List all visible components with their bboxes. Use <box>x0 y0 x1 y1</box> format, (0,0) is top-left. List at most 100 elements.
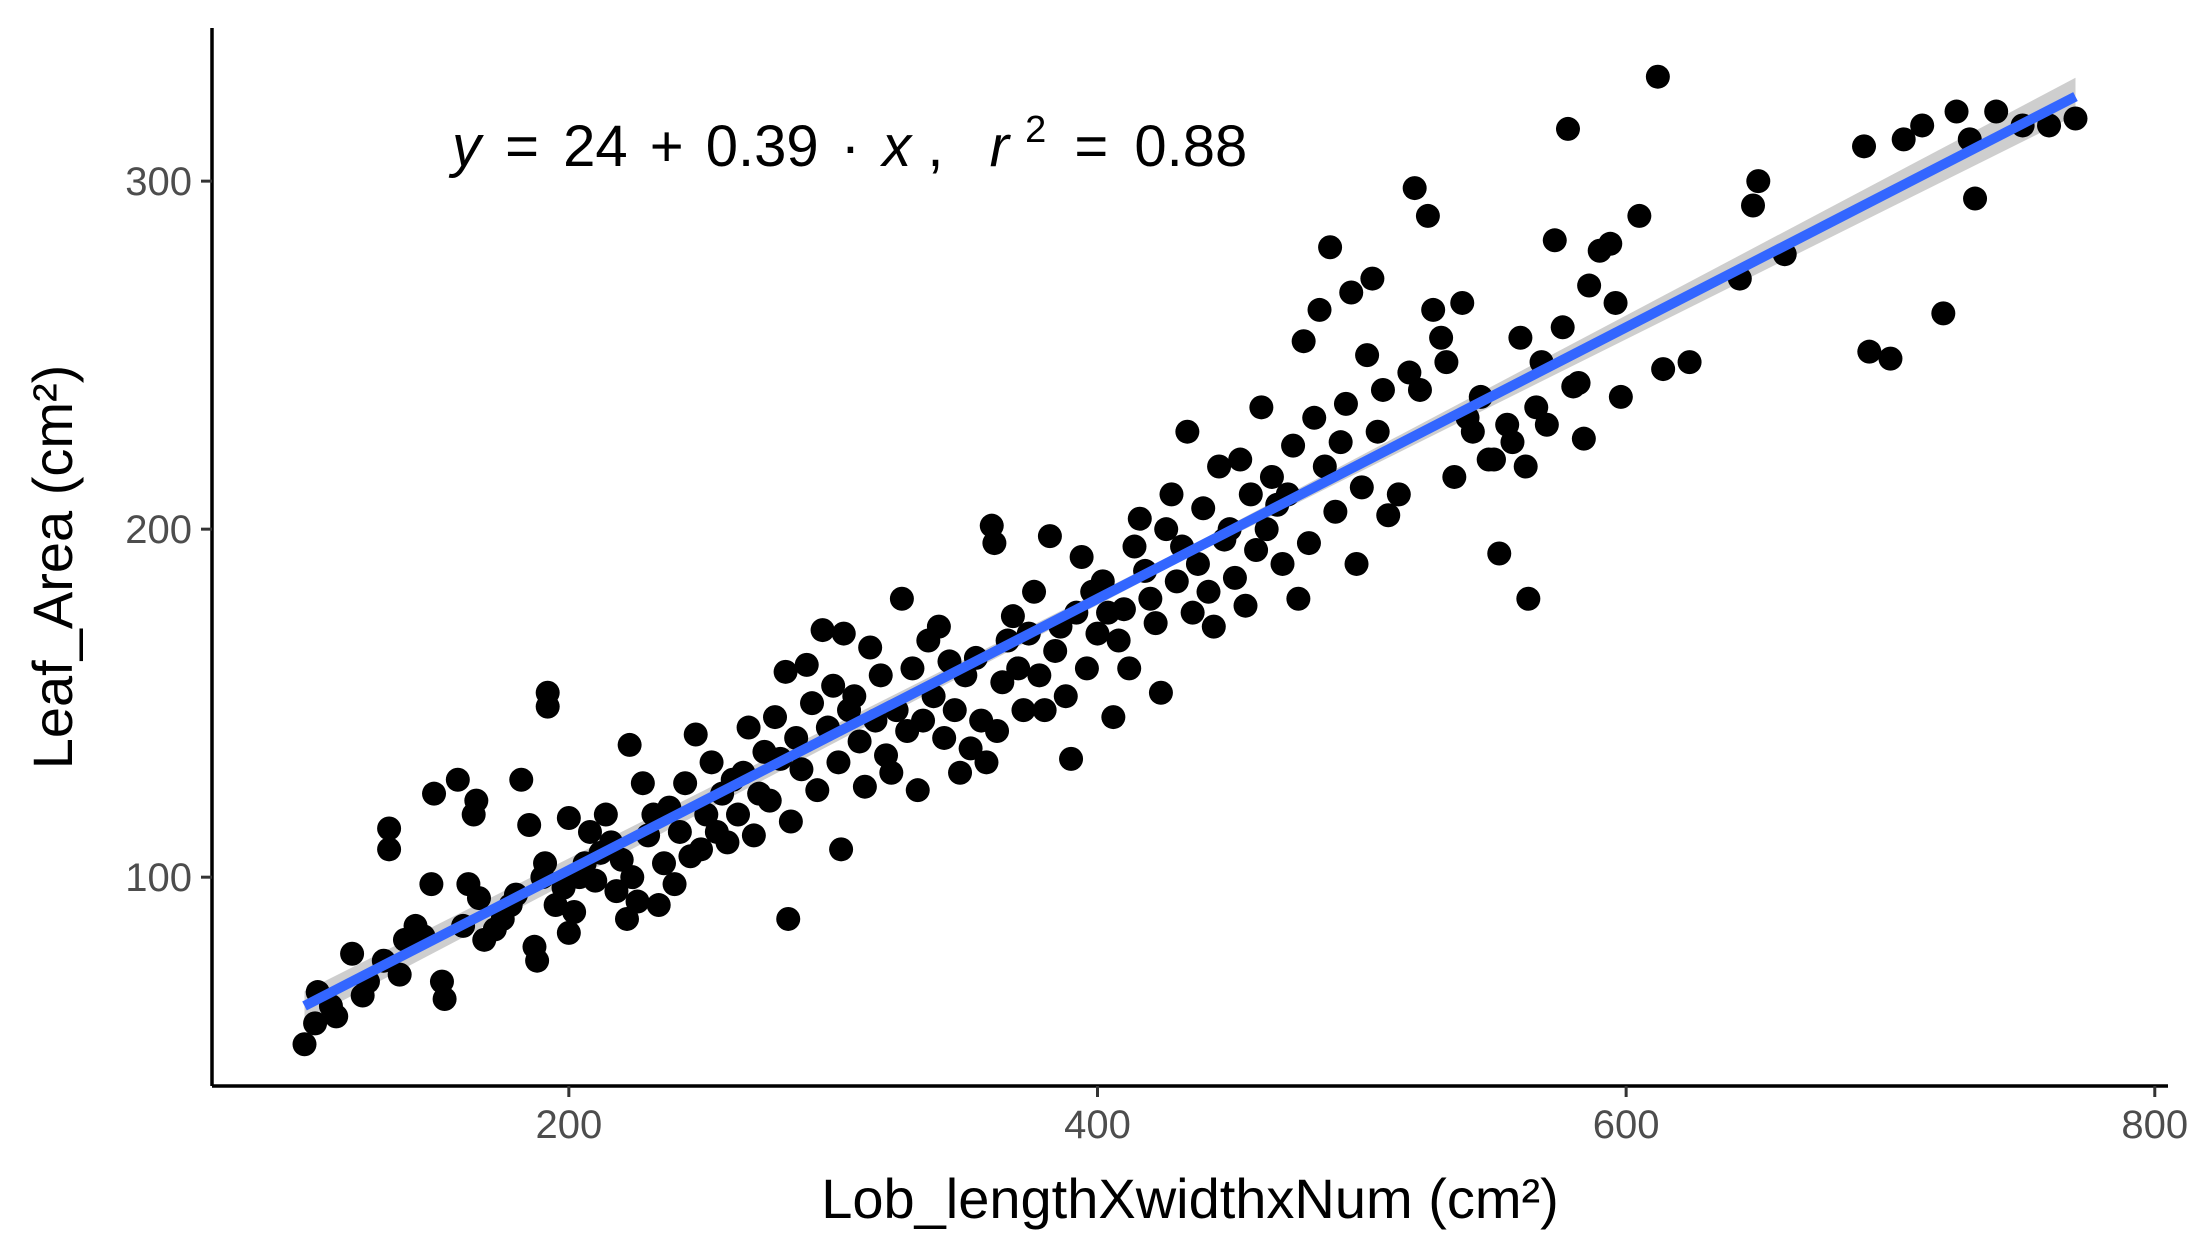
data-point <box>432 986 457 1011</box>
data-point <box>847 729 872 754</box>
data-point <box>1043 638 1068 663</box>
data-point <box>932 725 957 750</box>
data-point <box>842 684 867 709</box>
data-point <box>699 750 724 775</box>
data-point <box>1180 600 1205 625</box>
data-point <box>1542 228 1567 253</box>
data-point <box>1645 64 1670 89</box>
data-point <box>2037 113 2062 138</box>
data-point <box>1111 597 1136 622</box>
data-point <box>651 851 676 876</box>
eq-plus: + <box>650 114 684 179</box>
data-point <box>1074 656 1099 681</box>
data-point <box>1577 273 1602 298</box>
data-point <box>805 778 830 803</box>
data-point <box>776 906 801 931</box>
ticks-layer: 200 400 600 800 100 200 300 <box>125 160 2188 1147</box>
eq-r2-value: 0.88 <box>1134 114 1247 179</box>
data-point <box>517 812 542 837</box>
data-point <box>1344 551 1369 576</box>
eq-equals: = <box>505 114 539 179</box>
data-point <box>577 819 602 844</box>
data-point <box>662 872 687 897</box>
data-point <box>1349 475 1374 500</box>
data-point <box>982 531 1007 556</box>
data-point <box>1524 395 1549 420</box>
data-point <box>1011 698 1036 723</box>
eq-r-exponent: 2 <box>1025 109 1046 151</box>
data-point <box>942 698 967 723</box>
data-point <box>1481 447 1506 472</box>
data-point <box>763 705 788 730</box>
data-point <box>1244 538 1269 563</box>
data-point <box>1037 524 1062 549</box>
data-point <box>1201 614 1226 639</box>
data-point <box>533 851 558 876</box>
data-point <box>509 767 534 792</box>
data-point <box>614 906 639 931</box>
data-point <box>556 806 581 831</box>
data-point <box>1365 419 1390 444</box>
data-point <box>1254 517 1279 542</box>
data-point <box>1566 370 1591 395</box>
data-point <box>1963 186 1988 211</box>
data-point <box>646 893 671 918</box>
data-point <box>1022 579 1047 604</box>
data-point <box>1460 419 1485 444</box>
data-point <box>1355 343 1380 368</box>
data-point <box>630 771 655 796</box>
points-layer <box>292 64 2088 1057</box>
data-point <box>689 837 713 862</box>
data-point <box>324 1004 349 1029</box>
data-point <box>778 809 803 834</box>
data-point <box>620 865 645 890</box>
data-point <box>1249 395 1274 420</box>
data-point <box>694 802 719 827</box>
data-point <box>1878 346 1903 371</box>
data-point <box>1286 586 1311 611</box>
data-point <box>525 948 550 973</box>
data-point <box>1429 325 1454 350</box>
data-point <box>1175 419 1200 444</box>
axes-layer <box>210 28 2168 1088</box>
data-point <box>1296 531 1321 556</box>
data-point <box>868 663 893 688</box>
eq-r: r <box>990 114 1012 179</box>
data-point <box>1148 680 1173 705</box>
data-point <box>829 837 854 862</box>
data-point <box>826 750 851 775</box>
data-point <box>800 691 825 716</box>
eq-y: y <box>448 114 484 179</box>
data-point <box>789 757 814 782</box>
data-point <box>948 760 973 785</box>
data-point <box>1852 134 1877 159</box>
data-point <box>1328 430 1353 455</box>
data-point <box>1101 705 1126 730</box>
data-point <box>990 670 1015 695</box>
data-point <box>1944 99 1969 124</box>
data-point <box>583 868 608 893</box>
y-tick-label: 100 <box>125 856 192 900</box>
data-point <box>1931 301 1956 326</box>
data-point <box>1508 325 1533 350</box>
y-axis-title: Leaf_Area (cm²) <box>21 365 84 770</box>
data-point <box>757 788 782 813</box>
data-point <box>879 760 904 785</box>
data-point <box>985 719 1010 744</box>
data-point <box>926 614 951 639</box>
data-point <box>1191 496 1216 521</box>
data-point <box>1207 454 1232 479</box>
data-point <box>1143 611 1168 636</box>
data-point <box>1307 297 1332 322</box>
data-point <box>726 802 751 827</box>
data-point <box>1228 447 1253 472</box>
data-point <box>292 1032 317 1057</box>
data-point <box>736 715 761 740</box>
data-point <box>1085 621 1110 646</box>
x-axis-title: Lob_lengthXwidthxNum (cm²) <box>821 1167 1559 1230</box>
data-point <box>1291 329 1316 354</box>
data-point <box>377 837 402 862</box>
data-point <box>1516 586 1541 611</box>
x-tick-label: 600 <box>1593 1103 1660 1147</box>
